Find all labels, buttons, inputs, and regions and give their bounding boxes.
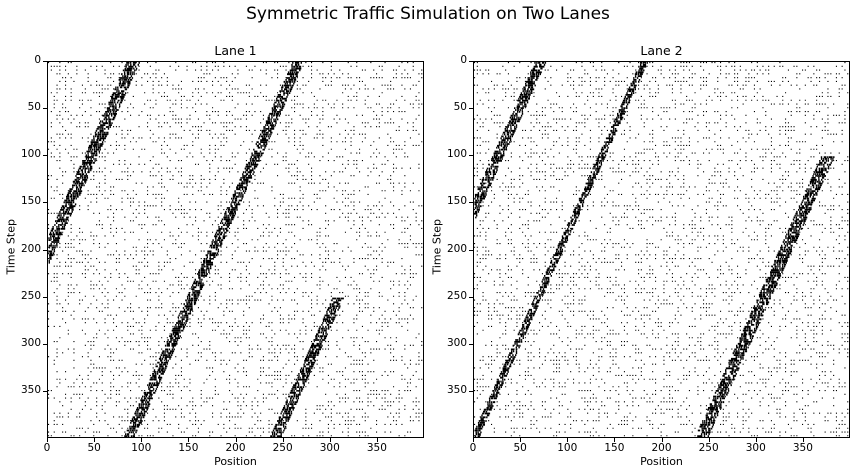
y-tick-mark — [43, 61, 47, 62]
y-tick-label: 250 — [20, 289, 41, 302]
y-tick-label: 300 — [20, 336, 41, 349]
y-tick-label: 50 — [453, 101, 467, 114]
lane2-xlabel: Position — [640, 455, 683, 468]
jam-band — [270, 297, 344, 437]
x-tick-mark — [329, 438, 331, 442]
y-tick-label: 50 — [27, 101, 41, 114]
x-tick-mark — [235, 438, 237, 442]
y-tick-mark — [43, 202, 47, 204]
y-tick-mark — [43, 108, 47, 110]
y-tick-label: 300 — [446, 336, 467, 349]
lane2-ylabel: Time Step — [430, 219, 444, 275]
y-tick-label: 100 — [20, 148, 41, 161]
y-tick-label: 200 — [446, 242, 467, 255]
y-tick-mark — [469, 343, 473, 345]
lane1-title: Lane 1 — [214, 43, 257, 58]
y-tick-mark — [43, 390, 47, 392]
x-tick-label: 300 — [745, 442, 766, 454]
y-tick-label: 200 — [20, 242, 41, 255]
x-tick-mark — [473, 438, 474, 442]
x-tick-mark — [282, 438, 284, 442]
jam-band — [474, 62, 648, 437]
x-tick-mark — [520, 438, 522, 442]
y-tick-mark — [469, 390, 473, 392]
x-tick-label: 250 — [272, 442, 293, 454]
y-tick-mark — [43, 296, 47, 298]
x-tick-label: 100 — [557, 442, 578, 454]
figure-title: Symmetric Traffic Simulation on Two Lane… — [246, 4, 610, 24]
y-tick-mark — [469, 108, 473, 110]
x-tick-mark — [614, 438, 616, 442]
lane1-heatmap — [47, 61, 424, 438]
jam-band — [48, 62, 140, 264]
x-tick-mark — [755, 438, 757, 442]
x-tick-mark — [141, 438, 143, 442]
vehicle-cells — [48, 62, 423, 437]
x-tick-label: 200 — [225, 442, 246, 454]
x-tick-label: 0 — [469, 442, 477, 454]
x-tick-mark — [661, 438, 663, 442]
y-tick-mark — [43, 155, 47, 157]
lane2-title: Lane 2 — [640, 43, 683, 58]
y-tick-mark — [469, 155, 473, 157]
y-tick-mark — [469, 202, 473, 204]
y-tick-label: 250 — [446, 289, 467, 302]
y-tick-mark — [469, 296, 473, 298]
x-tick-label: 50 — [87, 442, 101, 454]
x-tick-label: 250 — [698, 442, 719, 454]
jam-band — [697, 156, 835, 437]
x-tick-label: 200 — [651, 442, 672, 454]
y-tick-mark — [43, 343, 47, 345]
lane1-xlabel: Position — [214, 455, 257, 468]
occupancy-grid — [474, 62, 849, 437]
x-tick-mark — [376, 438, 378, 442]
lane1-ylabel: Time Step — [4, 219, 18, 275]
vehicle-cells — [474, 62, 849, 437]
x-tick-mark — [47, 438, 48, 442]
x-tick-label: 350 — [366, 442, 387, 454]
jam-band — [474, 62, 547, 219]
lane2-heatmap — [473, 61, 850, 438]
y-tick-mark — [469, 61, 473, 62]
x-tick-label: 100 — [131, 442, 152, 454]
y-tick-label: 350 — [446, 383, 467, 396]
x-tick-mark — [94, 438, 96, 442]
y-tick-label: 150 — [446, 195, 467, 208]
x-tick-mark — [708, 438, 710, 442]
x-tick-mark — [802, 438, 804, 442]
y-tick-label: 350 — [20, 383, 41, 396]
jam-band — [124, 62, 302, 437]
y-tick-mark — [43, 249, 47, 251]
x-tick-label: 150 — [604, 442, 625, 454]
x-tick-mark — [188, 438, 190, 442]
x-tick-label: 50 — [513, 442, 527, 454]
y-tick-mark — [469, 249, 473, 251]
y-tick-label: 100 — [446, 148, 467, 161]
x-tick-label: 350 — [792, 442, 813, 454]
occupancy-grid — [48, 62, 423, 437]
y-tick-label: 150 — [20, 195, 41, 208]
x-tick-label: 300 — [319, 442, 340, 454]
y-tick-label: 0 — [460, 54, 467, 66]
y-tick-label: 0 — [34, 54, 41, 66]
x-tick-label: 0 — [43, 442, 51, 454]
x-tick-mark — [567, 438, 569, 442]
x-tick-label: 150 — [178, 442, 199, 454]
